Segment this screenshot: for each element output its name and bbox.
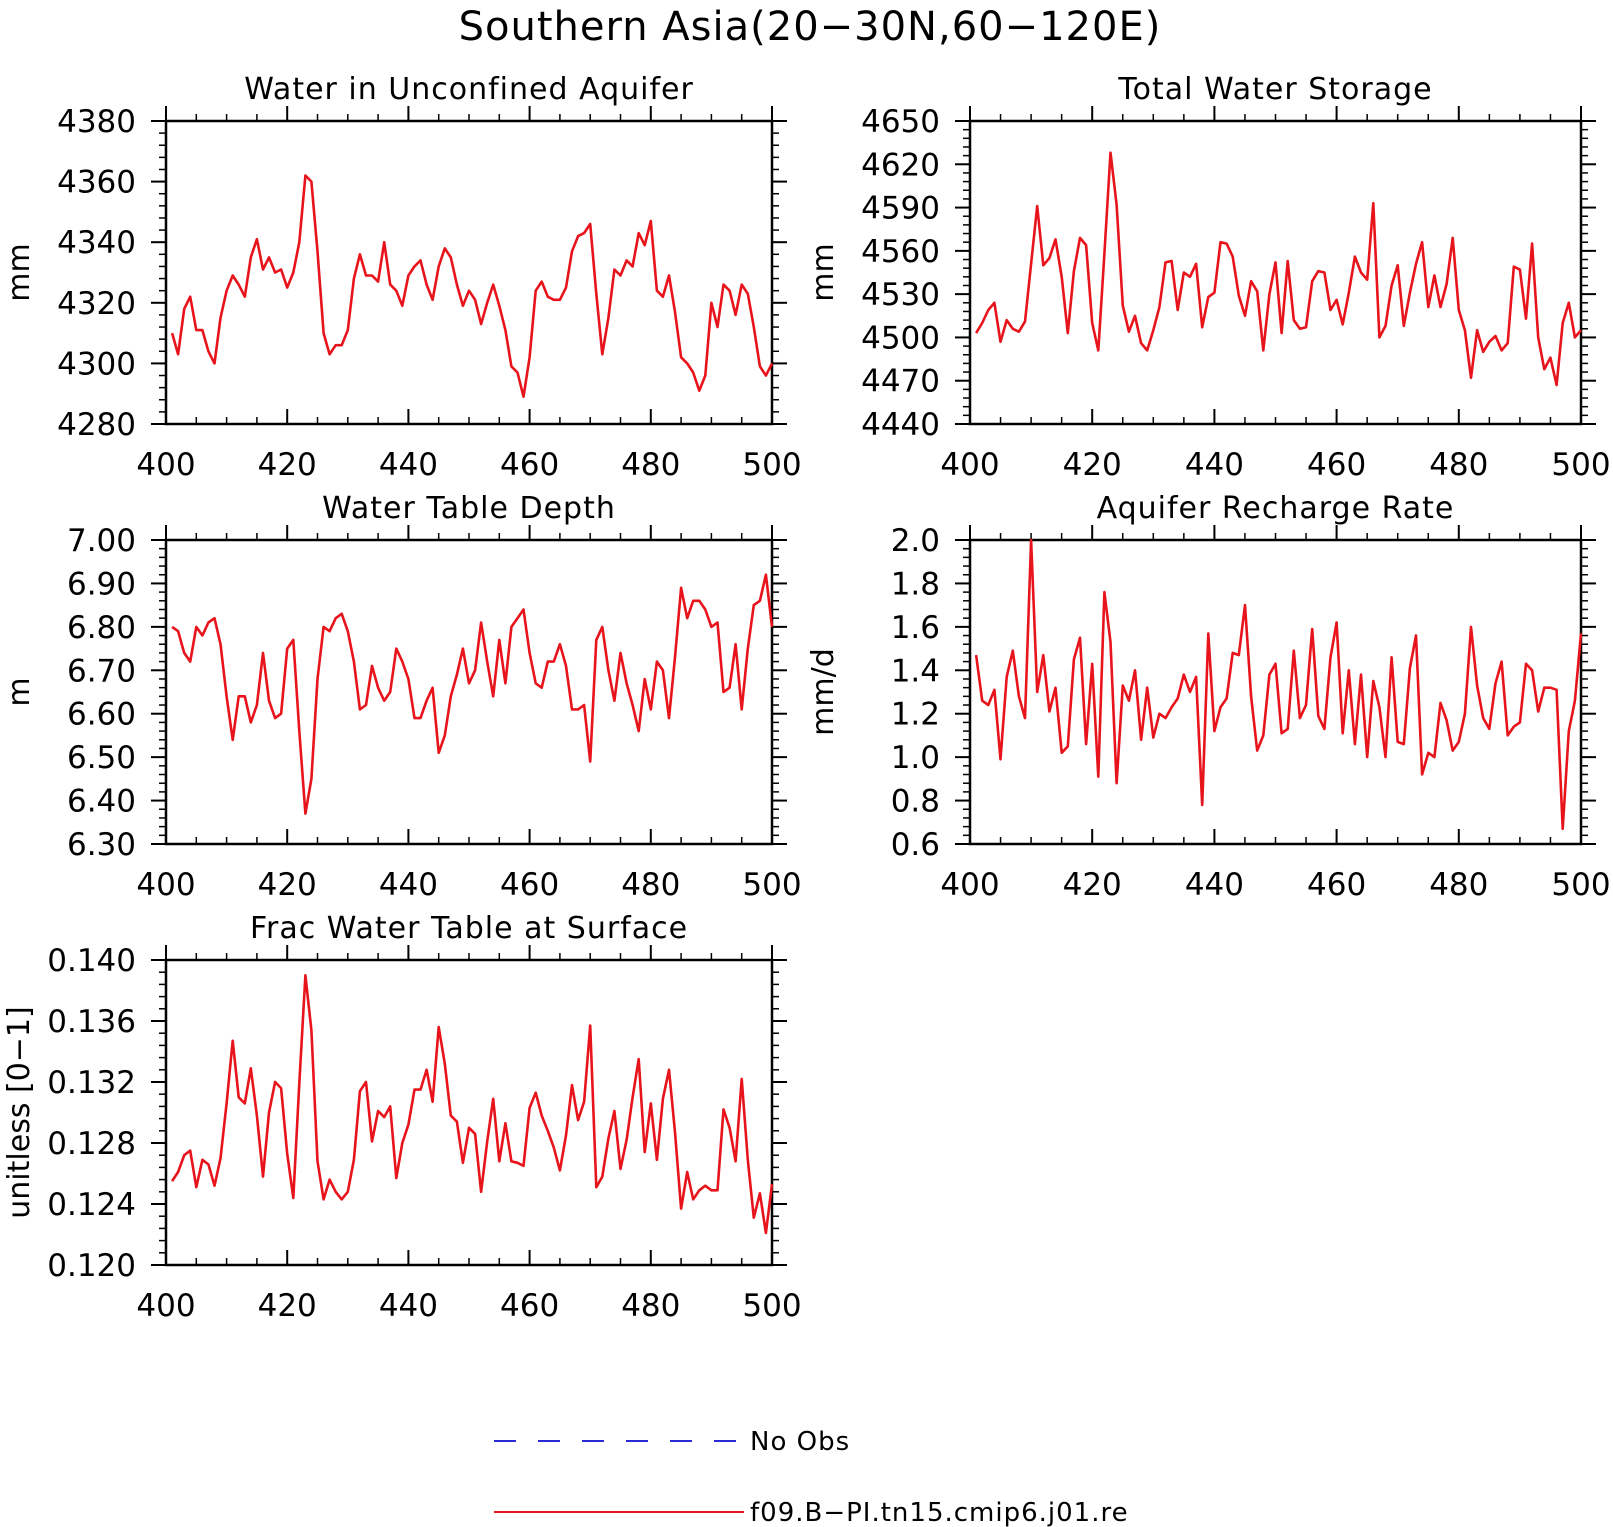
y-tick-label: 6.70 <box>67 653 136 689</box>
x-tick-label: 420 <box>1063 867 1122 903</box>
x-tick-label: 500 <box>1551 867 1610 903</box>
x-tick-label: 440 <box>379 447 438 483</box>
y-tick-label: 0.140 <box>47 943 136 979</box>
x-tick-label: 500 <box>742 867 801 903</box>
x-tick-label: 400 <box>940 867 999 903</box>
y-tick-label: 4590 <box>861 191 940 227</box>
panel-title: Frac Water Table at Surface <box>250 911 688 946</box>
y-tick-label: 4650 <box>861 104 940 140</box>
panel-title: Total Water Storage <box>1117 72 1432 107</box>
x-tick-label: 460 <box>1307 867 1366 903</box>
x-tick-label: 400 <box>136 867 195 903</box>
series-line <box>171 573 774 815</box>
x-tick-label: 480 <box>621 867 680 903</box>
y-tick-label: 0.128 <box>47 1126 136 1162</box>
panel-title: Aquifer Recharge Rate <box>1097 491 1455 526</box>
x-tick-label: 440 <box>1185 867 1244 903</box>
y-tick-label: 6.90 <box>67 566 136 602</box>
x-tick-label: 440 <box>379 867 438 903</box>
y-tick-label: 4300 <box>57 346 136 382</box>
y-tick-label: 6.80 <box>67 610 136 646</box>
y-tick-label: 4500 <box>861 320 940 356</box>
y-tick-label: 1.8 <box>891 566 940 602</box>
y-tick-label: 4360 <box>57 165 136 201</box>
y-tick-label: 0.120 <box>47 1248 136 1284</box>
x-tick-label: 480 <box>621 447 680 483</box>
y-tick-label: 6.30 <box>67 827 136 863</box>
panel-title: Water Table Depth <box>322 491 616 526</box>
x-tick-label: 480 <box>1429 867 1488 903</box>
panel-frac-water-table-at-surface: Frac Water Table at Surface unitless [0−1… <box>2 911 802 1324</box>
y-tick-label: 7.00 <box>67 523 136 559</box>
y-tick-label: 2.0 <box>891 523 940 559</box>
y-tick-label: 4340 <box>57 225 136 261</box>
figure-title: Southern Asia(20−30N,60−120E) <box>459 4 1162 50</box>
y-axis-label: mm <box>806 243 841 301</box>
y-tick-label: 6.50 <box>67 740 136 776</box>
x-tick-label: 420 <box>258 1288 317 1324</box>
x-tick-label: 500 <box>742 1288 801 1324</box>
y-tick-label: 0.136 <box>47 1004 136 1040</box>
plot-frame <box>968 538 1583 846</box>
y-tick-label: 1.2 <box>891 697 940 733</box>
legend: No Obs f09.B−PI.tn15.cmip6.j01.re <box>494 1427 1129 1527</box>
x-tick-label: 480 <box>1429 447 1488 483</box>
y-tick-label: 6.60 <box>67 697 136 733</box>
y-tick-label: 4280 <box>57 407 136 443</box>
y-tick-label: 6.40 <box>67 784 136 820</box>
x-tick-label: 400 <box>136 1288 195 1324</box>
panel-water-table-depth: Water Table Depth m 400 420 440 460 480 500 6.30… <box>2 491 802 903</box>
y-axis-label: m <box>2 677 37 706</box>
x-tick-label: 480 <box>621 1288 680 1324</box>
x-tick-label: 400 <box>136 447 195 483</box>
x-tick-label: 460 <box>500 867 559 903</box>
panel-title: Water in Unconfined Aquifer <box>244 72 694 107</box>
panel-aquifer-recharge-rate: Aquifer Recharge Rate mm/d 400 420 440 460 480… <box>806 491 1611 903</box>
x-tick-label: 400 <box>940 447 999 483</box>
y-tick-label: 4470 <box>861 364 940 400</box>
y-tick-label: 1.6 <box>891 610 940 646</box>
y-tick-label: 1.0 <box>891 740 940 776</box>
panel-water-in-unconfined-aquifer: Water in Unconfined Aquifer mm 400 420 440 46… <box>2 72 802 483</box>
x-tick-label: 460 <box>500 1288 559 1324</box>
panel-total-water-storage: Total Water Storage mm 400 420 440 460 480 500 4… <box>806 72 1611 483</box>
y-tick-label: 0.6 <box>891 827 940 863</box>
y-axis-label: mm/d <box>806 648 841 736</box>
y-tick-label: 4440 <box>861 407 940 443</box>
y-tick-label: 0.132 <box>47 1065 136 1101</box>
y-tick-label: 0.124 <box>47 1187 136 1223</box>
x-tick-label: 420 <box>258 867 317 903</box>
y-axis-label: mm <box>2 243 37 301</box>
y-tick-label: 1.4 <box>891 653 940 689</box>
series-line <box>974 151 1582 387</box>
plot-frame <box>164 119 774 426</box>
y-tick-label: 4560 <box>861 234 940 270</box>
x-tick-label: 500 <box>1551 447 1610 483</box>
y-tick-label: 4620 <box>861 147 940 183</box>
series-line <box>170 174 774 399</box>
legend-label-model-run: f09.B−PI.tn15.cmip6.j01.re <box>750 1498 1129 1527</box>
y-axis-label: unitless [0−1] <box>2 1006 37 1218</box>
series-line <box>974 538 1583 831</box>
y-tick-label: 4380 <box>57 104 136 140</box>
x-tick-label: 420 <box>258 447 317 483</box>
legend-label-no-obs: No Obs <box>750 1427 850 1457</box>
series-line <box>171 973 774 1235</box>
y-tick-label: 0.8 <box>891 784 940 820</box>
x-tick-label: 420 <box>1063 447 1122 483</box>
x-tick-label: 460 <box>1307 447 1366 483</box>
x-tick-label: 460 <box>500 447 559 483</box>
x-tick-label: 440 <box>379 1288 438 1324</box>
x-tick-label: 440 <box>1185 447 1244 483</box>
x-tick-label: 500 <box>742 447 801 483</box>
y-tick-label: 4530 <box>861 277 940 313</box>
y-tick-label: 4320 <box>57 286 136 322</box>
plot-frame <box>164 538 774 846</box>
